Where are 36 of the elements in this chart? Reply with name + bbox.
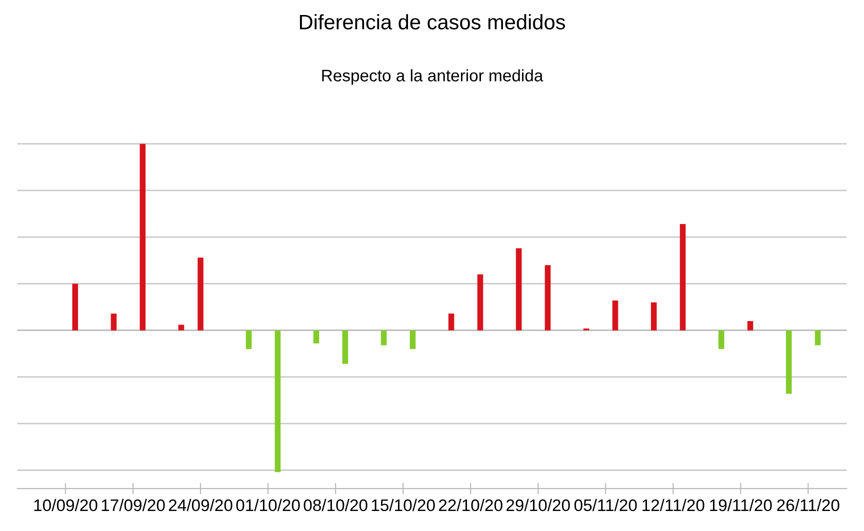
x-tick-label: 24/09/20 xyxy=(168,498,232,512)
bar xyxy=(747,321,754,330)
bar xyxy=(313,330,320,344)
bar xyxy=(680,224,686,330)
bar xyxy=(72,284,78,330)
bar xyxy=(140,144,146,330)
chart-subtitle: Respecto a la anterior medida xyxy=(322,69,544,85)
bar xyxy=(477,274,484,330)
bar xyxy=(246,330,252,350)
bar xyxy=(380,330,387,346)
bar xyxy=(178,324,184,330)
bar xyxy=(786,330,792,394)
x-tick-label: 10/09/20 xyxy=(34,498,98,512)
chart-title: Diferencia de casos medidos xyxy=(300,14,566,30)
x-tick-label: 17/09/20 xyxy=(102,498,165,512)
bar xyxy=(274,330,281,472)
x-tick-label: 08/10/20 xyxy=(304,498,368,512)
x-tick-label: 12/11/20 xyxy=(642,498,704,512)
bar xyxy=(612,300,618,330)
bar xyxy=(410,330,416,350)
bar xyxy=(448,314,454,330)
bar xyxy=(342,330,348,364)
x-tick-label: 05/11/20 xyxy=(574,498,637,512)
x-tick-label: 19/11/20 xyxy=(710,498,772,512)
bar xyxy=(544,265,551,330)
bar xyxy=(110,314,117,330)
x-tick-label: 26/11/20 xyxy=(777,498,840,512)
bar xyxy=(198,258,204,330)
x-tick-label: 22/10/20 xyxy=(438,498,502,512)
x-tick-label: 15/10/20 xyxy=(372,498,435,512)
bar xyxy=(516,248,522,330)
x-tick-label: 01/10/20 xyxy=(236,498,300,512)
bar xyxy=(718,330,724,350)
bar xyxy=(650,302,657,330)
x-tick-label: 29/10/20 xyxy=(506,498,570,512)
bar xyxy=(814,330,821,346)
